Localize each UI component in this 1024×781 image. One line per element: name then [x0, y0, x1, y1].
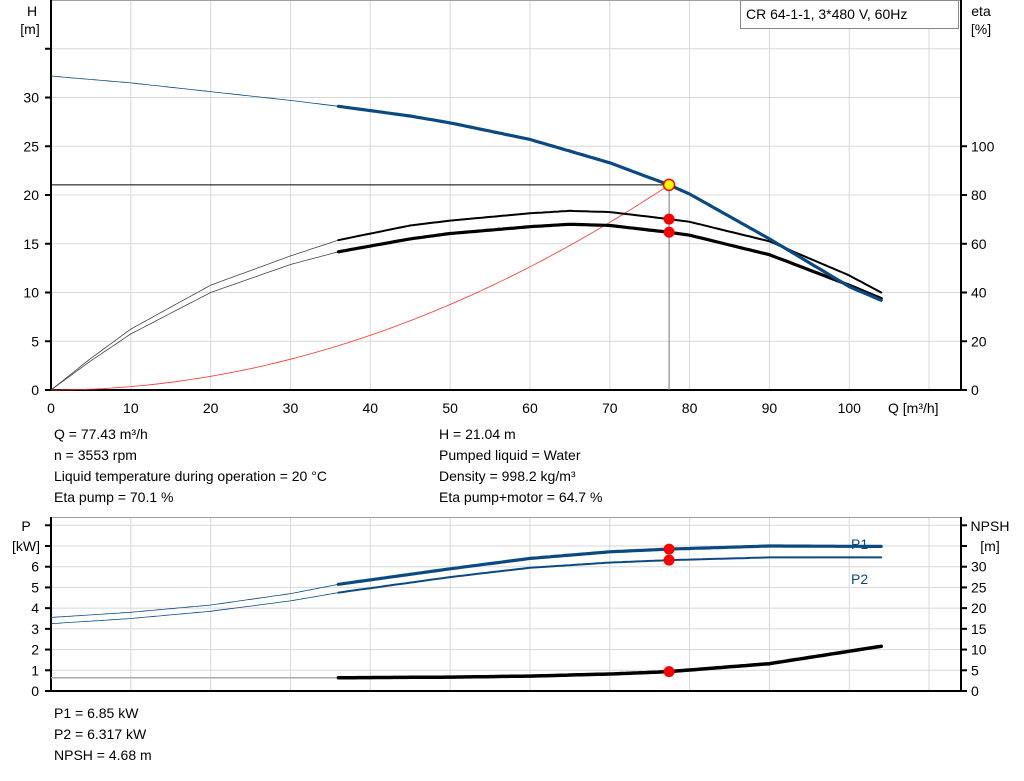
head-curve-operating: [336, 104, 883, 302]
p2-curve-label: P2: [851, 571, 868, 587]
left-tick-label: 20: [23, 187, 39, 203]
eta-pump-motor-curve-extended: [50, 251, 339, 391]
right-axis-label: eta: [971, 3, 991, 19]
x-tick-label: 60: [522, 400, 538, 416]
system-curve: [51, 186, 666, 391]
eta-pump-motor-curve-operating: [336, 222, 883, 301]
right-tick-label: 10: [971, 642, 987, 658]
eta-pump-motor-duty-marker: [663, 226, 675, 238]
right-tick-label: 5: [971, 662, 979, 678]
info-eta-pump: Eta pump = 70.1 %: [54, 489, 174, 505]
right-tick-label: 60: [971, 236, 987, 252]
npsh-axis-unit: [m]: [980, 538, 999, 554]
right-tick-label: 25: [971, 579, 987, 595]
p1-duty-marker: [663, 543, 675, 555]
p2-curve-operating: [337, 556, 883, 594]
x-tick-label: 80: [682, 400, 698, 416]
npsh-axis-label: NPSH: [971, 518, 1010, 534]
left-tick-label: 1: [31, 662, 39, 678]
x-tick-label: 90: [762, 400, 778, 416]
info-density: Density = 998.2 kg/m³: [439, 468, 576, 484]
info-npsh: NPSH = 4.68 m: [54, 747, 152, 763]
right-tick-label: 15: [971, 621, 987, 637]
x-axis-label: Q [m³/h]: [888, 400, 939, 416]
right-axis-unit: [%]: [971, 21, 991, 37]
p1-curve-operating: [336, 544, 883, 586]
head-curve-extended: [50, 75, 339, 107]
info-head: H = 21.04 m: [439, 426, 516, 442]
power-axis-unit: [kW]: [12, 538, 40, 554]
x-tick-label: 40: [363, 400, 379, 416]
x-tick-label: 20: [203, 400, 219, 416]
x-tick-label: 30: [283, 400, 299, 416]
left-tick-label: 2: [31, 642, 39, 658]
info-eta-pump-motor: Eta pump+motor = 64.7 %: [439, 489, 603, 505]
power-axis-label: P: [21, 518, 30, 534]
npsh-duty-marker: [663, 666, 675, 678]
x-tick-label: 100: [838, 400, 862, 416]
left-tick-label: 3: [31, 621, 39, 637]
left-tick-label: 25: [23, 138, 39, 154]
right-tick-label: 80: [971, 187, 987, 203]
p2-curve-extended: [50, 592, 339, 625]
left-tick-label: 15: [23, 236, 39, 252]
x-tick-label: 50: [442, 400, 458, 416]
left-axis-unit: [m]: [20, 21, 39, 37]
legend-box: [740, 0, 959, 29]
x-tick-label: 70: [602, 400, 618, 416]
p2-duty-marker: [663, 554, 675, 566]
info-p2: P2 = 6.317 kW: [54, 726, 147, 742]
info-p1: P1 = 6.85 kW: [54, 705, 139, 721]
info-liquid: Pumped liquid = Water: [439, 447, 581, 463]
p1-curve-label: P1: [851, 536, 868, 552]
info-flow: Q = 77.43 m³/h: [54, 426, 148, 442]
x-tick-label: 10: [123, 400, 139, 416]
left-tick-label: 0: [31, 382, 39, 398]
right-tick-label: 20: [971, 333, 987, 349]
left-tick-label: 10: [23, 285, 39, 301]
p1-curve-extended: [50, 583, 339, 618]
info-speed: n = 3553 rpm: [54, 447, 137, 463]
duty-info-right: H = 21.04 m Pumped liquid = Water Densit…: [439, 424, 602, 508]
eta-pump-curve-extended: [50, 239, 339, 391]
x-tick-label: 0: [47, 400, 55, 416]
npsh-curve-operating: [336, 644, 883, 680]
right-tick-label: 30: [971, 559, 987, 575]
left-tick-label: 30: [23, 90, 39, 106]
power-info: P1 = 6.85 kW P2 = 6.317 kW NPSH = 4.68 m: [54, 703, 152, 766]
right-tick-label: 20: [971, 600, 987, 616]
left-tick-label: 5: [31, 579, 39, 595]
left-tick-label: 6: [31, 559, 39, 575]
eta-pump-duty-marker: [663, 213, 675, 225]
left-axis-label: H: [27, 3, 37, 19]
info-temperature: Liquid temperature during operation = 20…: [54, 468, 327, 484]
right-tick-label: 40: [971, 285, 987, 301]
right-tick-label: 0: [971, 382, 979, 398]
left-tick-label: 5: [31, 333, 39, 349]
left-tick-label: 0: [31, 683, 39, 699]
left-tick-label: 4: [31, 600, 39, 616]
right-tick-label: 0: [971, 683, 979, 699]
right-tick-label: 100: [971, 138, 995, 154]
duty-info-left: Q = 77.43 m³/h n = 3553 rpm Liquid tempe…: [54, 424, 327, 508]
operating-point-marker: [662, 178, 676, 192]
legend-title: CR 64-1-1, 3*480 V, 60Hz: [746, 6, 907, 22]
